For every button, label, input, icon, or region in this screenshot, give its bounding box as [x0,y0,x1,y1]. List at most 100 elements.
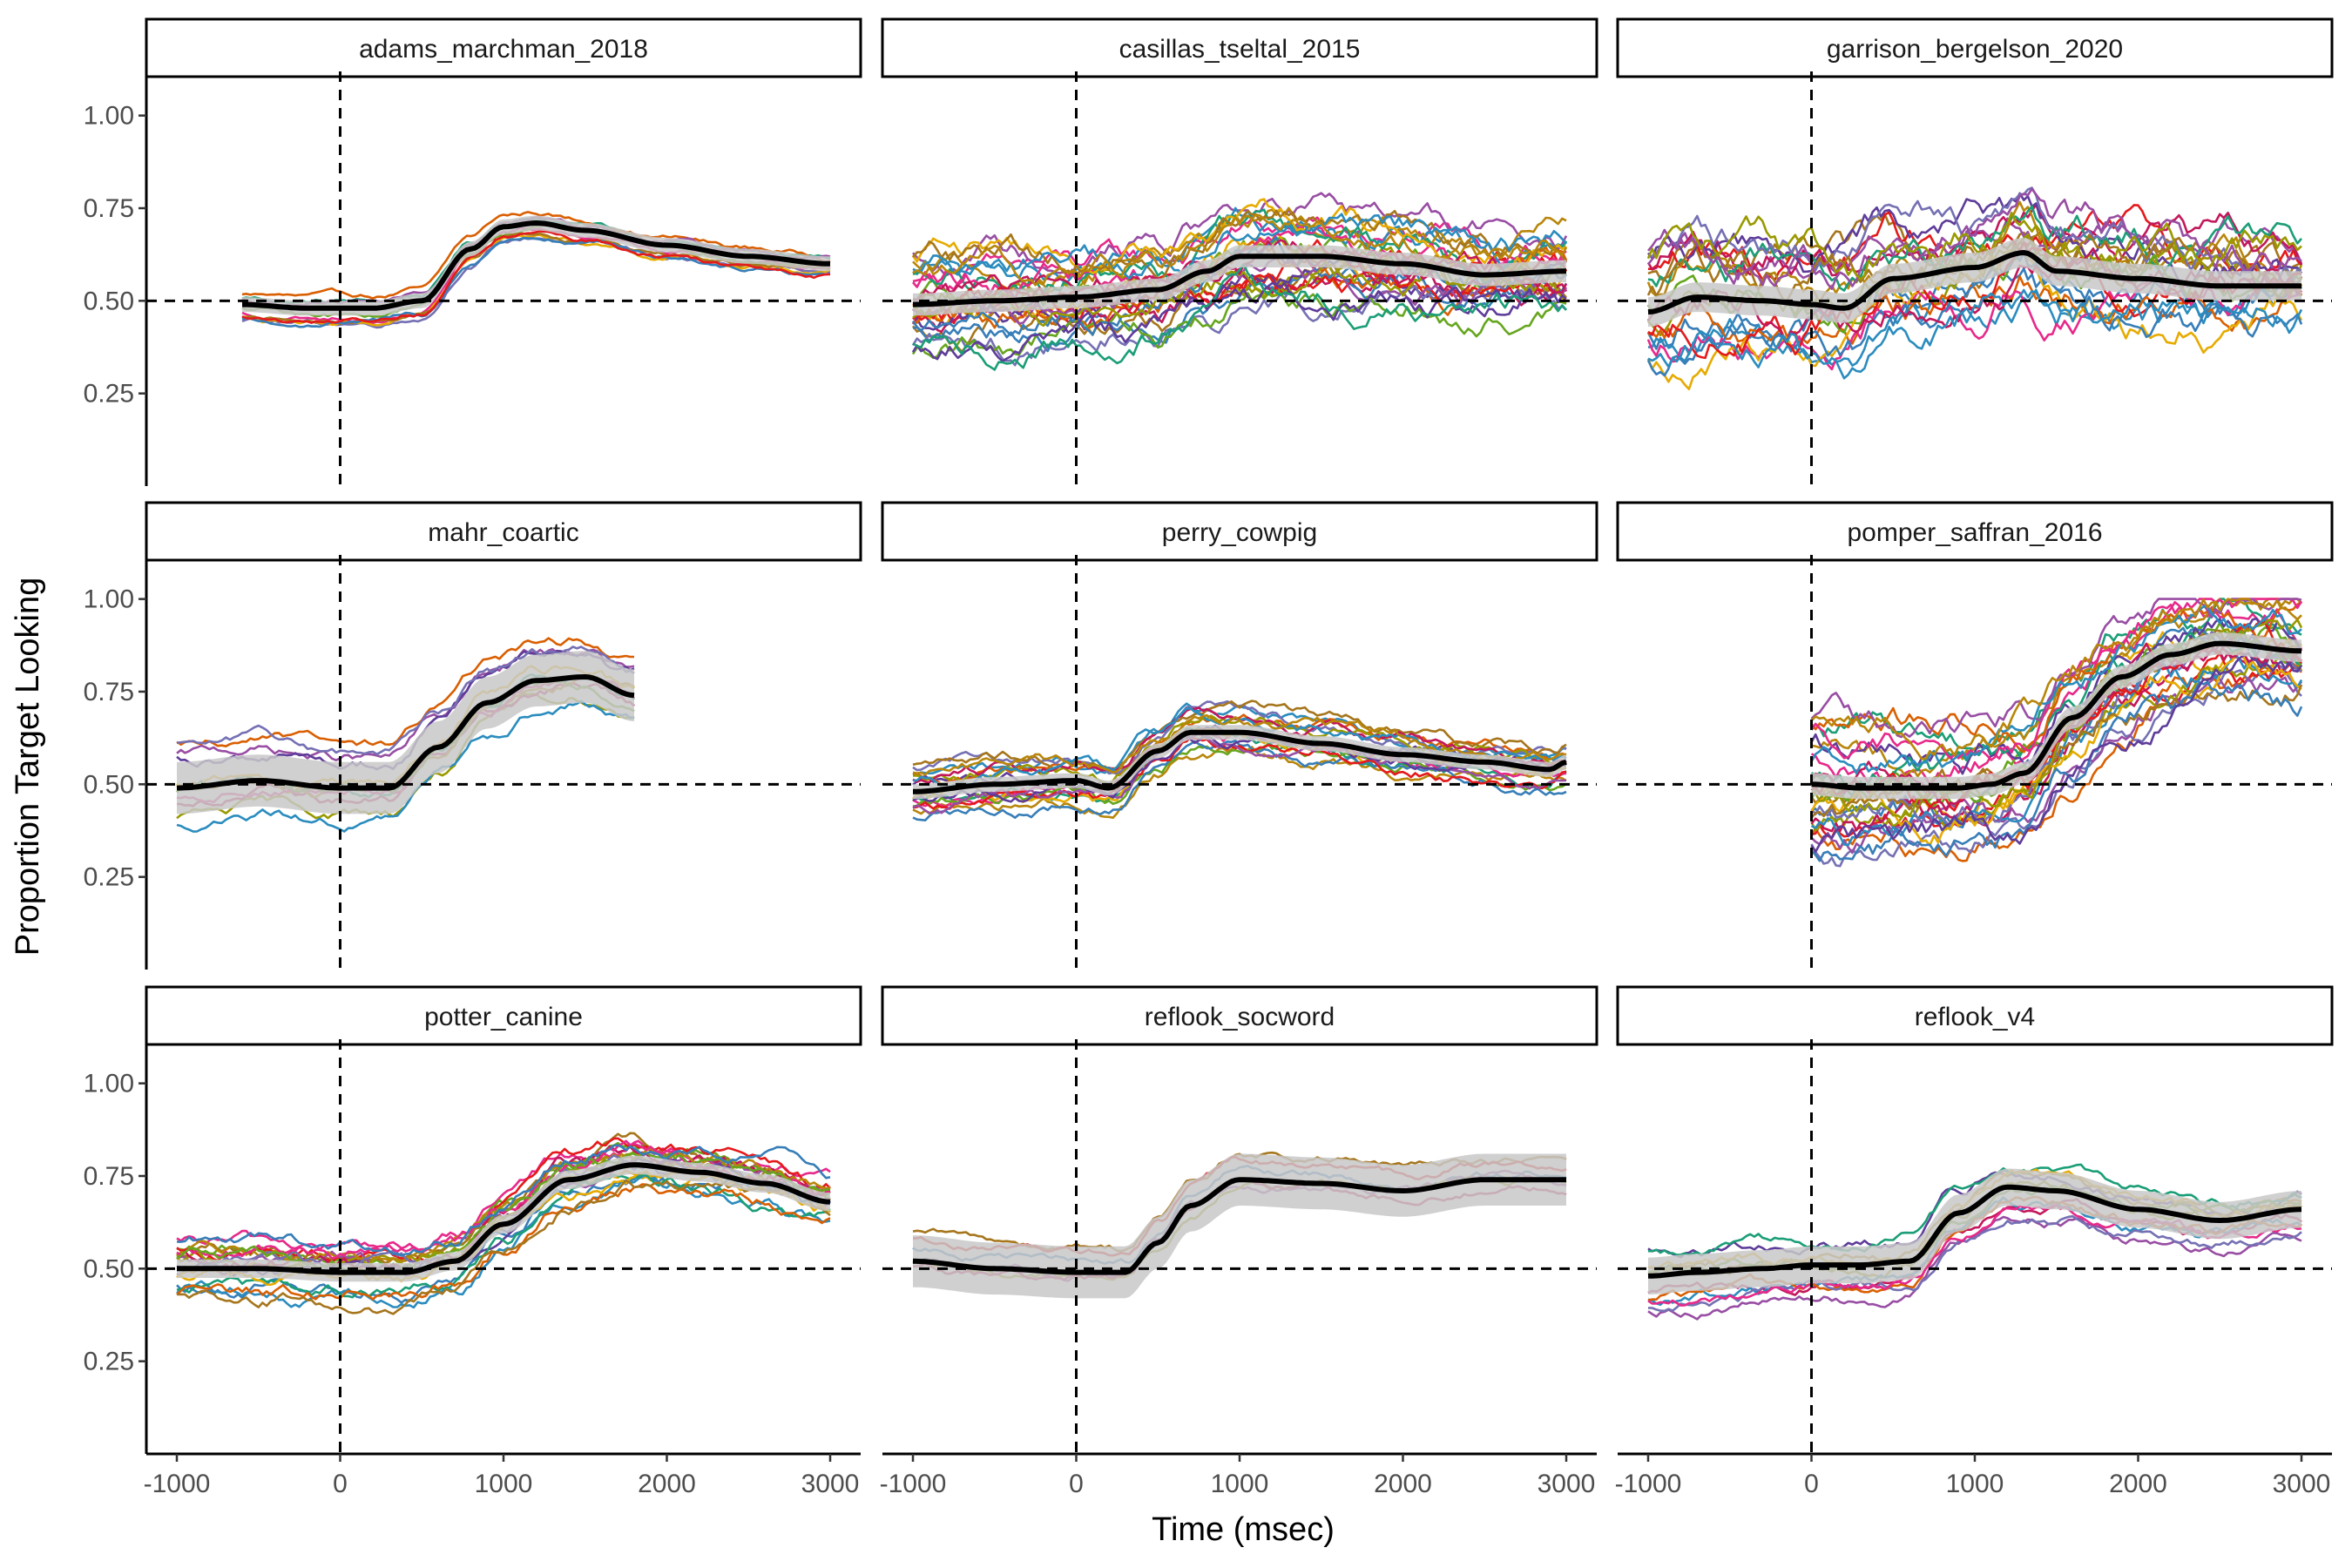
participant-line [1646,251,2303,377]
x-tick-label: 2000 [638,1470,696,1498]
facet-panel: potter_canine 0.25 0.50 0.75 1.00 -1000 0 1000 2… [84,985,862,1498]
confidence-ribbon [242,215,830,316]
participant-line [911,285,1567,367]
y-tick-label: 0.75 [84,194,134,223]
facet-strip [145,17,862,78]
facet-strip [881,501,1598,562]
participant-line [176,1132,831,1265]
participant-line [1810,605,2302,775]
facet-strip-label: adams_marchman_2018 [359,35,648,64]
plot-area [241,211,831,329]
facet-strip [145,501,862,562]
facet-strip [1616,985,2334,1046]
mean-line [176,674,635,791]
facet-panel: pomper_saffran_2016 [1616,501,2334,970]
x-tick-label: 2000 [1374,1470,1432,1498]
facet-strip [1616,17,2334,78]
facet-strip [881,985,1598,1046]
facet-panel: reflook_socword -1000 0 1000 2000 3000 [880,985,1598,1498]
participant-line [241,230,831,324]
facet-strip-label: perry_cowpig [1162,518,1317,547]
facet-strip [145,985,862,1046]
mean-line [913,729,1567,794]
mean-line [1647,250,2301,315]
x-tick-label: 1000 [1946,1470,2004,1498]
y-tick-label: 1.00 [84,1070,134,1098]
participant-line [912,213,1568,287]
facet-strip [881,17,1598,78]
mean-line [912,253,1566,308]
facet-panel: mahr_coartic 0.25 0.50 0.75 1.00 [84,501,862,970]
participant-line [176,637,634,748]
facet-panel: reflook_v4 -1000 0 1000 2000 3000 [1615,985,2334,1498]
y-tick-label: 0.50 [84,287,134,315]
mean-line [1647,1184,2302,1279]
y-tick-label: 0.25 [84,1348,134,1376]
participant-line [911,281,1567,363]
confidence-ribbon [177,1155,830,1282]
participant-line [1646,211,2302,280]
participant-line [176,1144,831,1257]
facet-strip-label: mahr_coartic [428,518,578,547]
participant-line [1810,652,2303,854]
participant-line [1647,1163,2302,1256]
mean-line [242,220,831,311]
plot-area [176,637,635,833]
participant-line [1810,617,2303,775]
x-axis-title: Time (msec) [1152,1511,1335,1548]
participant-line [1647,186,2302,285]
y-tick-label: 0.75 [84,678,134,706]
mean-line [177,1162,831,1275]
confidence-ribbon [1811,632,2301,800]
participant-line [1810,652,2302,847]
x-tick-label: 1000 [1211,1470,1269,1498]
facet-panel: perry_cowpig [881,501,1598,970]
participant-line [176,1173,831,1309]
participant-line [912,736,1567,810]
confidence-ribbon [1648,1168,2301,1295]
mean-line [912,1177,1566,1275]
participant-line [912,713,1566,776]
confidence-ribbon [913,1153,1566,1299]
plot-area [912,700,1567,822]
x-tick-label: 3000 [2273,1470,2331,1498]
participant-line [1646,203,2303,277]
x-tick-label: 3000 [801,1470,860,1498]
facet-strip-label: reflook_v4 [1915,1003,2035,1031]
participant-line [1646,187,2302,290]
participant-line [912,731,1567,814]
x-tick-label: 1000 [475,1470,533,1498]
participant-line [1810,680,2303,862]
y-tick-label: 1.00 [84,585,134,614]
participant-line [912,262,1567,371]
x-tick-label: -1000 [1615,1470,1682,1498]
plot-area [911,192,1568,371]
plot-area [1810,598,2303,868]
facet-panel: garrison_bergelson_2020 [1616,17,2334,486]
facet-strip-label: reflook_socword [1145,1003,1335,1031]
plot-area [912,1151,1567,1299]
x-tick-label: 0 [1804,1470,1819,1498]
participant-line [912,213,1567,280]
x-tick-label: 0 [333,1470,348,1498]
x-tick-label: 0 [1069,1470,1084,1498]
participant-line [176,700,635,833]
facet-strip-label: garrison_bergelson_2020 [1827,35,2123,64]
facet-strip [1616,501,2334,562]
participant-line [1647,288,2303,380]
confidence-ribbon [177,651,634,814]
plot-area [1647,1163,2302,1321]
y-axis-title: Proportion Target Looking [10,578,46,956]
y-tick-label: 0.25 [84,863,134,892]
y-tick-label: 0.50 [84,1254,134,1283]
facet-panel: casillas_tseltal_2015 [881,17,1598,486]
plot-area [1646,186,2303,391]
panels-layer: adams_marchman_2018 0.25 0.50 0.75 1.00 casil… [84,17,2334,1498]
y-tick-label: 0.75 [84,1162,134,1191]
participant-line [912,733,1567,803]
x-tick-label: -1000 [880,1470,947,1498]
participant-line [176,1173,831,1299]
participant-line [1810,598,2302,760]
participant-line [241,236,831,328]
